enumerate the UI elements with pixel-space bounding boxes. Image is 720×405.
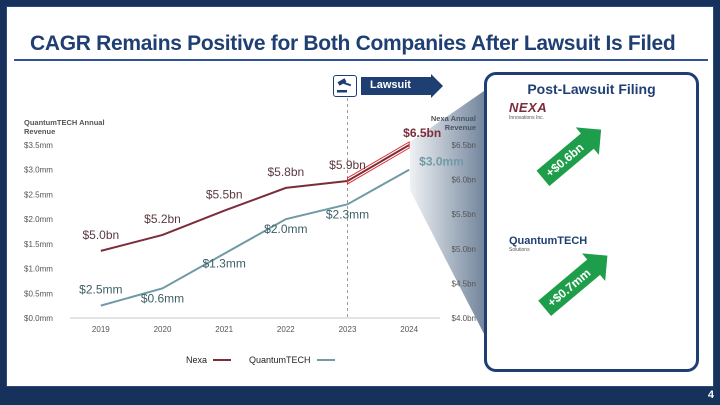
- lawsuit-label: Lawsuit: [370, 79, 411, 91]
- title-divider: [14, 59, 708, 61]
- x-tick-label: 2024: [400, 325, 418, 334]
- right-tick-label: $5.5bn: [452, 210, 476, 219]
- quantum-data-label: $2.5mm: [79, 283, 122, 297]
- left-tick-label: $3.0mm: [24, 166, 53, 175]
- gavel-icon: [333, 75, 357, 97]
- legend-label-quantum: QuantumTECH: [249, 355, 311, 365]
- lawsuit-arrow: Lawsuit: [361, 74, 443, 98]
- left-tick-label: $0.5mm: [24, 289, 53, 298]
- left-tick-label: $2.5mm: [24, 190, 53, 199]
- slide-title: CAGR Remains Positive for Both Companies…: [30, 32, 676, 55]
- right-tick-label: $6.5bn: [452, 141, 476, 150]
- quantum-data-label: $2.3mm: [326, 207, 369, 221]
- nexa-logo-text: NEXA: [509, 100, 548, 115]
- projection-wedge: [410, 80, 500, 365]
- quantum-series-line: [100, 203, 348, 307]
- page-number: 4: [707, 389, 714, 401]
- quantum-data-label: $3.0mm: [419, 155, 464, 169]
- nexa-data-label: $5.0bn: [82, 228, 119, 242]
- nexa-series-line: [100, 179, 348, 252]
- lawsuit-marker: Lawsuit: [333, 74, 443, 98]
- quantum-data-label: $2.0mm: [264, 222, 307, 236]
- x-tick-label: 2019: [92, 325, 110, 334]
- right-tick-label: $6.0bn: [452, 176, 476, 185]
- quantum-logo-text: QuantumTECH: [509, 235, 588, 247]
- quantum-data-label: $1.3mm: [202, 257, 245, 271]
- quantum-data-label: $0.6mm: [141, 291, 184, 305]
- panel-title: Post-Lawsuit Filing: [527, 81, 656, 97]
- nexa-data-label: $5.5bn: [206, 188, 243, 202]
- right-tick-label: $4.0bn: [452, 314, 476, 323]
- right-tick-label: $4.5bn: [452, 279, 476, 288]
- post-lawsuit-panel: Post-Lawsuit Filing NEXA Innovations Inc…: [484, 72, 699, 372]
- left-tick-label: $3.5mm: [24, 141, 53, 150]
- left-tick-label: $2.0mm: [24, 215, 53, 224]
- legend-swatch-quantum: [316, 359, 335, 361]
- quantum-logo-sub: Solutions: [509, 247, 530, 253]
- nexa-data-label: $5.8bn: [267, 165, 304, 179]
- left-tick-label: $1.0mm: [24, 265, 53, 274]
- x-tick-label: 2020: [154, 325, 172, 334]
- highlight-box: [347, 141, 410, 185]
- nexa-logo: NEXA Innovations Inc.: [509, 100, 561, 122]
- chart-legend: Nexa QuantumTECH: [186, 355, 335, 365]
- left-tick-label: $1.5mm: [24, 240, 53, 249]
- legend-label-nexa: Nexa: [186, 355, 208, 365]
- nexa-projection-segment: [346, 144, 410, 182]
- nexa-change-badge: +$0.6bn: [531, 116, 612, 192]
- left-axis-title: QuantumTECH Annual Revenue: [24, 118, 105, 136]
- quantum-projection-segment: [347, 168, 410, 206]
- x-tick-label: 2023: [339, 325, 357, 334]
- nexa-data-label: $6.5bn: [403, 126, 441, 140]
- x-tick-label: 2021: [215, 325, 233, 334]
- legend-swatch-nexa: [213, 359, 232, 361]
- nexa-logo-sub: Innovations Inc.: [509, 115, 545, 121]
- x-tick-label: 2022: [277, 325, 295, 334]
- nexa-data-label: $5.2bn: [144, 212, 181, 226]
- quantum-logo: QuantumTECH Solutions: [509, 235, 629, 253]
- left-tick-label: $0.0mm: [24, 314, 53, 323]
- nexa-data-label: $5.9bn: [329, 158, 366, 172]
- quantum-change-badge: +$0.7mm: [533, 242, 619, 322]
- right-tick-label: $5.0bn: [452, 245, 476, 254]
